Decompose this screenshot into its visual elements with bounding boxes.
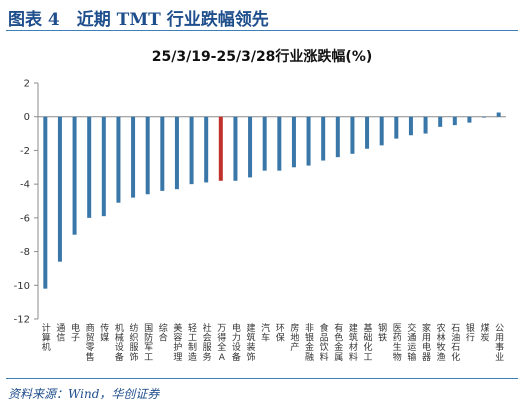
bar-31 bbox=[496, 112, 501, 117]
x-tick-label-6: 纺织服饰 bbox=[130, 322, 139, 363]
x-tick-label-18: 非银金融 bbox=[305, 322, 314, 363]
x-tick-label-19: 食品饮料 bbox=[320, 322, 329, 363]
x-tick-label-3: 商贸零售 bbox=[86, 322, 95, 363]
bar-24 bbox=[394, 116, 399, 139]
x-tick-label-11: 社会服务 bbox=[203, 322, 212, 363]
x-tick-label-31: 公用事业 bbox=[495, 323, 504, 363]
bar-7 bbox=[145, 116, 150, 195]
bar-28 bbox=[452, 116, 457, 126]
bar-15 bbox=[262, 116, 267, 171]
bar-27 bbox=[438, 116, 443, 127]
bar-17 bbox=[291, 116, 296, 168]
y-tick-label-4: -6 bbox=[20, 213, 30, 224]
bar-21 bbox=[350, 116, 355, 154]
x-tick-label-0: 计算机 bbox=[42, 322, 51, 353]
bar-18 bbox=[306, 116, 311, 166]
x-tick-label-22: 基础化工 bbox=[364, 322, 373, 363]
bar-0 bbox=[43, 116, 48, 289]
bar-29 bbox=[467, 116, 472, 123]
x-tick-label-2: 电子 bbox=[71, 322, 80, 344]
bar-13 bbox=[233, 116, 238, 181]
bar-11 bbox=[204, 116, 209, 183]
x-tick-label-17: 房地产 bbox=[290, 322, 299, 353]
y-tick-label-3: -4 bbox=[20, 180, 30, 191]
bar-9 bbox=[174, 116, 179, 190]
bar-26 bbox=[423, 116, 428, 134]
bar-3 bbox=[87, 116, 92, 218]
x-tick-label-14: 建筑装饰 bbox=[247, 322, 256, 363]
bar-16 bbox=[277, 116, 282, 171]
bar-12 bbox=[218, 116, 223, 181]
bar-10 bbox=[189, 116, 194, 185]
y-tick-label-2: -2 bbox=[20, 146, 30, 157]
bar-19 bbox=[321, 116, 326, 161]
x-tick-label-5: 机械设备 bbox=[115, 322, 124, 363]
bar-5 bbox=[116, 116, 121, 203]
bar-23 bbox=[379, 116, 384, 146]
x-tick-label-25: 交通运输 bbox=[407, 322, 416, 363]
x-tick-label-12: 万得全 A bbox=[217, 324, 226, 363]
x-tick-label-21: 建筑材料 bbox=[349, 322, 358, 363]
bar-14 bbox=[248, 116, 253, 178]
x-tick-label-10: 轻工制造 bbox=[188, 322, 197, 363]
x-tick-label-29: 银行 bbox=[466, 322, 475, 344]
bar-6 bbox=[131, 116, 136, 198]
bar-2 bbox=[72, 116, 77, 235]
x-tick-label-30: 煤炭 bbox=[481, 322, 490, 344]
figure-footer: 资料来源：Wind，华创证券 bbox=[6, 378, 518, 407]
y-tick-label-6: -10 bbox=[14, 281, 30, 292]
bar-25 bbox=[408, 116, 413, 136]
x-tick-label-9: 美容护理 bbox=[173, 322, 182, 363]
x-tick-label-16: 环保 bbox=[276, 323, 285, 344]
x-tick-label-7: 国防军工 bbox=[144, 323, 153, 363]
bar-8 bbox=[160, 116, 165, 191]
y-tick-label-7: -12 bbox=[14, 315, 30, 326]
figure-header: 图表 4 近期 TMT 行业跌幅领先 bbox=[6, 4, 518, 31]
x-tick-label-27: 农林牧渔 bbox=[437, 322, 446, 363]
x-tick-label-15: 汽车 bbox=[261, 322, 270, 344]
chart-title: 25/3/19-25/3/28行业涨跌幅(%) bbox=[151, 49, 373, 65]
figure-title: 图表 4 近期 TMT 行业跌幅领先 bbox=[8, 10, 269, 30]
x-tick-label-28: 石油石化 bbox=[451, 324, 460, 363]
x-tick-label-20: 有色金属 bbox=[334, 322, 343, 363]
y-tick-label-5: -8 bbox=[20, 247, 30, 258]
x-tick-label-4: 传媒 bbox=[100, 322, 109, 344]
x-tick-label-8: 综合 bbox=[159, 322, 168, 344]
source-note: 资料来源：Wind，华创证券 bbox=[8, 387, 160, 401]
x-tick-label-1: 通信 bbox=[56, 323, 65, 344]
x-tick-label-13: 电力设备 bbox=[232, 322, 241, 363]
bar-1 bbox=[57, 116, 62, 262]
x-tick-label-23: 钢铁 bbox=[378, 322, 387, 344]
y-tick-label-1: 0 bbox=[24, 112, 30, 123]
bar-4 bbox=[101, 116, 106, 217]
bar-22 bbox=[365, 116, 370, 149]
bar-30 bbox=[482, 116, 487, 118]
y-tick-label-0: 2 bbox=[24, 79, 30, 90]
bar-20 bbox=[335, 116, 340, 158]
x-tick-label-24: 医药生物 bbox=[393, 323, 402, 363]
x-tick-label-26: 家用电器 bbox=[422, 322, 431, 363]
